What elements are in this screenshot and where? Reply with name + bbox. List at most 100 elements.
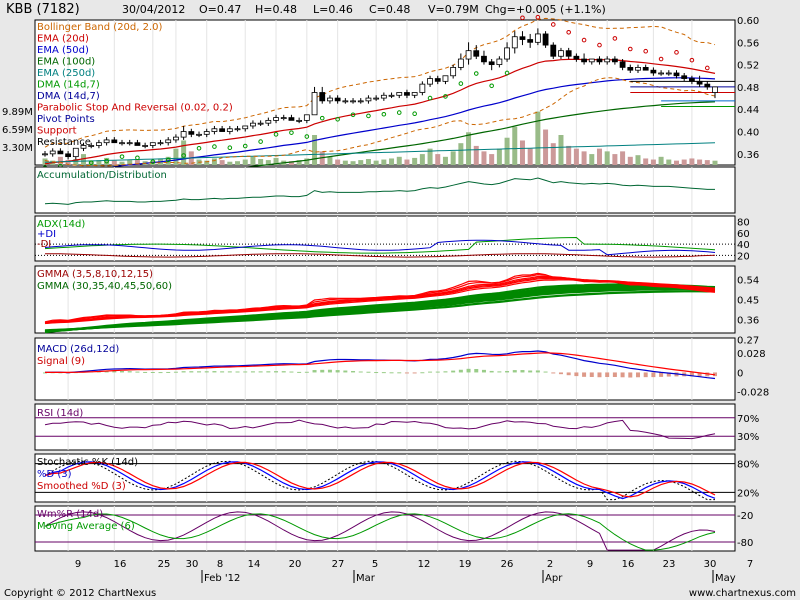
legend-entry: +DI <box>37 229 56 240</box>
panel-frame <box>34 215 736 262</box>
sar-dot <box>350 112 356 118</box>
volume-bar <box>381 159 387 165</box>
macd-histogram-bar <box>235 371 240 373</box>
macd-histogram-bar <box>397 372 402 374</box>
y-tick-label: 0.028 <box>737 349 766 360</box>
legend-entry: Bollinger Band (20d, 2.0) <box>37 22 163 33</box>
macd-histogram-bar <box>628 372 633 378</box>
sar-dot <box>88 160 94 166</box>
candle-body <box>157 142 164 145</box>
candle <box>180 125 187 140</box>
y-tick-label: 30% <box>737 432 759 443</box>
candle-body <box>342 100 349 103</box>
macd-histogram-bar <box>335 370 340 373</box>
legend-entry: Parabolic Stop And Reversal (0.02, 0.2) <box>37 103 233 114</box>
candle-body <box>250 122 256 127</box>
x-tick-label: 16 <box>114 559 127 570</box>
sar-dot <box>627 46 633 52</box>
volume-bar <box>312 135 318 165</box>
x-month-label: May <box>715 573 736 584</box>
candle-body <box>42 153 48 156</box>
macd-histogram-bar <box>659 372 664 377</box>
sar-dot <box>273 132 279 137</box>
macd-histogram-bar <box>589 372 594 378</box>
y-tick-label: 20 <box>737 251 750 262</box>
macd-histogram-bar <box>381 372 386 374</box>
change-label: Chg=+0.005 (+1.1%) <box>485 3 606 16</box>
macd-histogram-bar <box>497 371 502 373</box>
candle-body <box>696 80 703 85</box>
sar-dot <box>242 143 248 149</box>
candle-body <box>242 125 249 130</box>
volume-bar <box>258 159 264 165</box>
x-tick-label: 30 <box>704 559 717 570</box>
legend-entry: DMA (14d,7) <box>37 91 100 102</box>
y-tick-label: 0.40 <box>737 128 759 139</box>
candle-body <box>311 92 318 116</box>
volume-bar <box>519 140 525 165</box>
macd-histogram-bar <box>420 372 425 374</box>
sar-dot <box>366 113 371 119</box>
panel-rsi: RSI (14d) 70% 30% <box>34 403 759 451</box>
sar-dot <box>520 15 525 21</box>
candle <box>203 128 210 138</box>
candle-body <box>673 72 680 77</box>
candle <box>511 31 518 54</box>
candle <box>534 28 541 46</box>
candle <box>196 131 202 138</box>
volume-bar <box>373 160 379 165</box>
candle-body <box>511 36 518 49</box>
x-tick-label: 12 <box>418 559 431 570</box>
volume-bar <box>697 159 703 165</box>
volume-bar <box>596 148 602 165</box>
candle <box>457 53 464 71</box>
sar-dot <box>212 144 217 149</box>
stochastic-d-line <box>44 461 716 500</box>
bollinger-lower <box>44 77 716 167</box>
candle-body <box>704 83 711 88</box>
legend-entry: DMA (14d,7) <box>37 80 100 91</box>
sar-dot <box>196 145 202 151</box>
x-tick-label: 19 <box>459 559 472 570</box>
macd-histogram-bar <box>358 371 363 373</box>
candle <box>665 70 672 76</box>
volume-bar <box>643 158 649 165</box>
volume-bar <box>265 160 271 165</box>
volume-bar <box>458 143 464 165</box>
volume-bar <box>88 161 94 165</box>
volume-bar <box>396 156 402 165</box>
site-link[interactable]: www.chartnexus.com <box>689 588 796 599</box>
accdist-line <box>44 177 715 205</box>
candle-body <box>473 50 480 57</box>
candle <box>57 148 64 155</box>
volume-bar <box>581 151 587 165</box>
legend-entry: GMMA (3,5,8,10,12,15) <box>37 269 153 280</box>
candle <box>542 31 549 48</box>
candle-body <box>327 97 333 102</box>
y-tick-label: 20% <box>737 488 759 499</box>
volume-bar <box>527 148 533 165</box>
candle <box>419 81 426 96</box>
volume-tick-label: 9.89M <box>2 107 33 118</box>
candle-body <box>542 33 549 46</box>
candle <box>103 137 110 146</box>
candle <box>234 125 241 132</box>
volume-bar <box>327 156 333 165</box>
y-tick-label: 70% <box>737 414 759 425</box>
candle <box>119 139 125 146</box>
candle-body <box>465 50 472 60</box>
sar-dot <box>612 36 618 41</box>
candle-body <box>396 92 403 96</box>
sar-dot <box>150 159 156 164</box>
macd-histogram-bar <box>597 372 602 378</box>
volume-bar <box>304 158 310 165</box>
candle-body <box>388 94 395 97</box>
candle <box>504 42 510 62</box>
macd-histogram-bar <box>204 371 209 373</box>
candle <box>72 147 79 160</box>
legend-entry: Accumulation/Distribution <box>37 170 167 181</box>
candle <box>319 86 326 104</box>
candle-body <box>573 55 580 60</box>
volume-bar <box>450 151 456 165</box>
macd-histogram-bar <box>181 371 186 373</box>
